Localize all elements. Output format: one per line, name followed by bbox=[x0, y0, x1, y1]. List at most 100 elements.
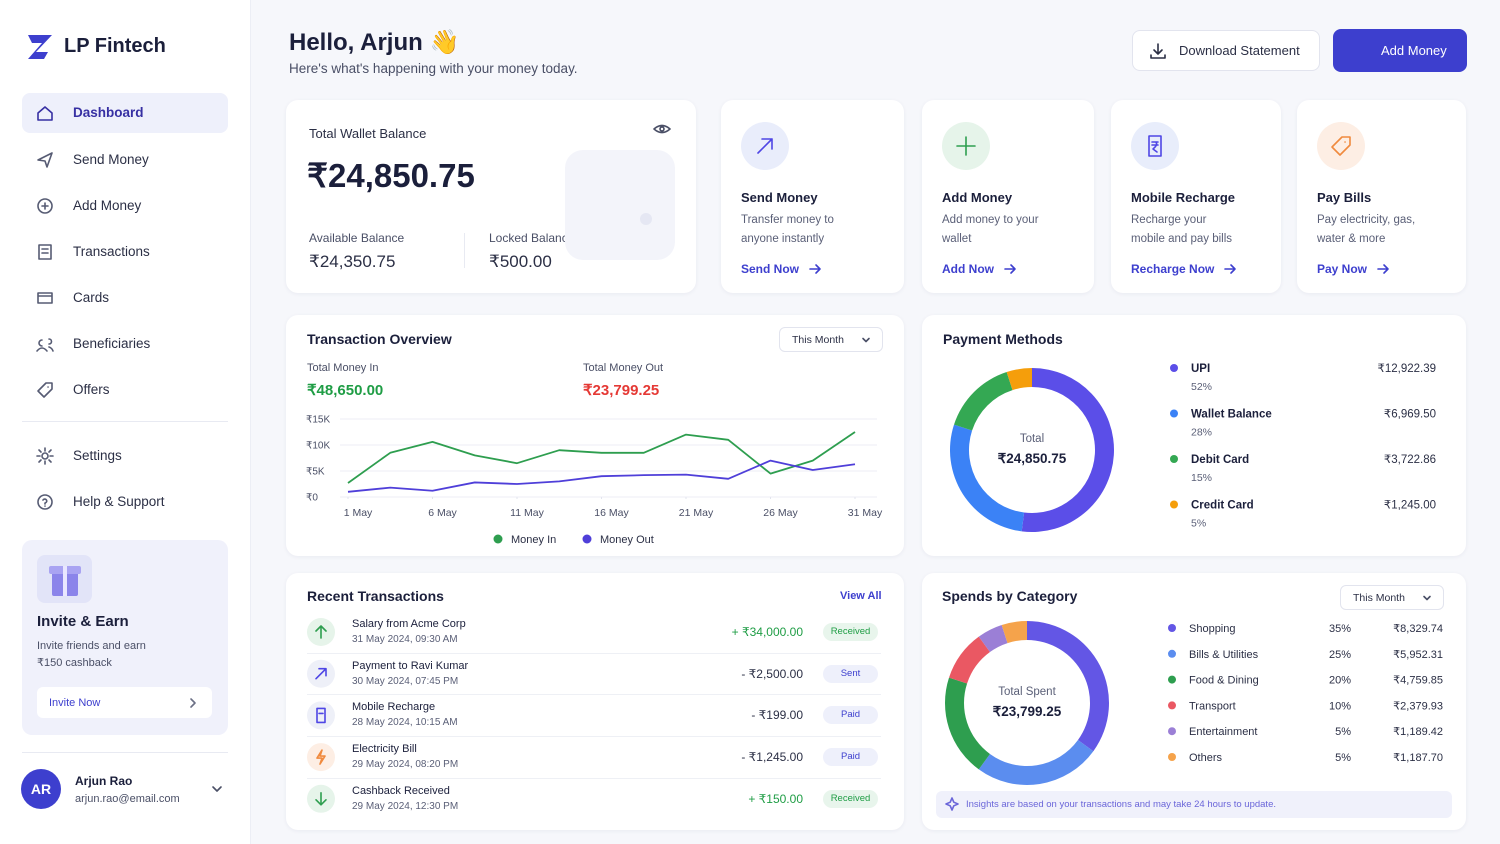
row-divider bbox=[307, 736, 881, 738]
row-divider bbox=[307, 652, 881, 654]
legend-percent: 5% bbox=[1335, 752, 1351, 764]
promo-button[interactable] bbox=[37, 687, 212, 718]
legend-dot bbox=[1168, 649, 1176, 658]
action-link[interactable]: Send Now bbox=[741, 262, 800, 276]
legend-percent: 52% bbox=[1191, 381, 1212, 393]
overview-card bbox=[286, 315, 904, 556]
nav-item[interactable]: Help & Support bbox=[73, 494, 165, 509]
legend-percent: 25% bbox=[1329, 649, 1351, 661]
nav-item[interactable]: Send Money bbox=[73, 152, 149, 167]
legend-dot bbox=[1168, 624, 1176, 632]
view-all[interactable]: View All bbox=[840, 590, 882, 602]
overview-title: Transaction Overview bbox=[307, 331, 452, 347]
filter[interactable] bbox=[779, 327, 883, 352]
row-divider bbox=[307, 694, 881, 696]
status-pill: Paid bbox=[823, 748, 878, 767]
line-series bbox=[347, 459, 856, 493]
add-money-button[interactable] bbox=[1333, 29, 1467, 72]
status-pill: Received bbox=[823, 789, 878, 808]
x-tick-label: 1 May bbox=[344, 507, 373, 519]
center-value: ₹23,799.25 bbox=[993, 704, 1062, 719]
icon bbox=[862, 337, 870, 343]
legend-label: UPI bbox=[1191, 363, 1210, 375]
x-tick-label: 6 May bbox=[428, 507, 457, 519]
avatar bbox=[21, 769, 61, 809]
logo-icon bbox=[28, 35, 52, 59]
spends-title: Spends by Category bbox=[942, 588, 1078, 604]
add-money-label[interactable]: Add Money bbox=[1381, 43, 1447, 58]
action-desc: Add money to your wallet bbox=[942, 214, 1039, 245]
nav-item[interactable]: Transactions bbox=[73, 244, 150, 259]
legend-percent: 20% bbox=[1329, 675, 1351, 687]
legend-percent: 35% bbox=[1329, 623, 1351, 635]
legend-label: Wallet Balance bbox=[1191, 409, 1272, 421]
action-title: Send Money bbox=[741, 190, 818, 205]
icon bbox=[190, 698, 196, 708]
nav-item[interactable]: Add Money bbox=[73, 198, 142, 213]
recent-title: Recent Transactions bbox=[307, 588, 444, 604]
nav-item[interactable]: Offers bbox=[73, 382, 110, 397]
nav-item[interactable]: Beneficiaries bbox=[73, 336, 151, 351]
icon bbox=[1148, 135, 1162, 157]
tx-amount: + ₹150.00 bbox=[748, 791, 803, 806]
filter[interactable] bbox=[1340, 585, 1444, 610]
legend-amount: ₹2,379.93 bbox=[1393, 700, 1443, 712]
icon bbox=[37, 382, 53, 398]
download-label[interactable]: Download Statement bbox=[1179, 43, 1300, 58]
icon-bg bbox=[307, 701, 335, 730]
icon bbox=[1377, 264, 1389, 274]
icon bbox=[757, 138, 773, 154]
tx-date: 29 May 2024, 12:30 PM bbox=[352, 800, 459, 812]
icon bbox=[315, 667, 327, 680]
nav-item[interactable]: Dashboard bbox=[73, 105, 144, 120]
action-link[interactable]: Recharge Now bbox=[1131, 262, 1215, 276]
action-desc: Pay electricity, gas, water & more bbox=[1317, 214, 1416, 245]
download-button[interactable] bbox=[1132, 30, 1320, 71]
icon bbox=[945, 797, 959, 811]
legend-label: Debit Card bbox=[1191, 454, 1249, 466]
icon bbox=[212, 786, 222, 792]
tx-name: Cashback Received bbox=[352, 784, 450, 797]
nav-active-bg bbox=[22, 93, 228, 133]
donut-segment bbox=[1027, 621, 1109, 752]
y-tick-label: ₹15K bbox=[306, 415, 330, 426]
tx-date: 29 May 2024, 08:20 PM bbox=[352, 759, 459, 771]
status-pill: Received bbox=[823, 623, 878, 641]
action-link[interactable]: Add Now bbox=[942, 262, 994, 276]
icon bbox=[1331, 136, 1351, 156]
legend-label: Money In bbox=[511, 534, 556, 546]
legend-dot bbox=[1168, 727, 1176, 736]
wallet-illustration bbox=[565, 150, 675, 260]
action-link[interactable]: Pay Now bbox=[1317, 262, 1368, 276]
promo-button-label[interactable]: Invite Now bbox=[49, 697, 101, 709]
donut-segment bbox=[1021, 368, 1115, 533]
legend-amount: ₹6,969.50 bbox=[1384, 409, 1436, 421]
x-tick-label: 11 May bbox=[510, 507, 544, 519]
legend-amount: ₹1,187.70 bbox=[1393, 752, 1443, 764]
tx-name: Salary from Acme Corp bbox=[352, 618, 466, 630]
center-label: Total bbox=[1020, 433, 1044, 445]
available-label: Available Balance bbox=[309, 231, 405, 245]
note-text: Insights are based on your transactions … bbox=[966, 799, 1276, 810]
legend-percent: 5% bbox=[1335, 726, 1351, 738]
tx-name: Electricity Bill bbox=[352, 743, 417, 756]
locked-label: Locked Balance bbox=[489, 231, 575, 245]
legend-label: Food & Dining bbox=[1189, 675, 1259, 687]
legend-amount: ₹3,722.86 bbox=[1384, 454, 1436, 466]
divider bbox=[464, 233, 465, 268]
brand: LP Fintech bbox=[64, 35, 166, 57]
icon bbox=[809, 264, 821, 274]
nav-item[interactable]: Cards bbox=[73, 290, 110, 305]
tx-amount: - ₹1,245.00 bbox=[741, 750, 803, 765]
wallet-balance: ₹24,850.75 bbox=[307, 157, 475, 194]
promo-title: Invite & Earn bbox=[37, 613, 129, 630]
action-title: Pay Bills bbox=[1317, 190, 1372, 205]
filter-label[interactable]: This Month bbox=[1353, 592, 1405, 604]
nav-item[interactable]: Settings bbox=[73, 448, 122, 463]
status-pill: Sent bbox=[823, 664, 878, 683]
status-pill: Paid bbox=[823, 706, 878, 725]
x-tick-label: 26 May bbox=[763, 507, 798, 519]
filter-label[interactable]: This Month bbox=[792, 334, 844, 346]
payment-title: Payment Methods bbox=[943, 331, 1063, 347]
